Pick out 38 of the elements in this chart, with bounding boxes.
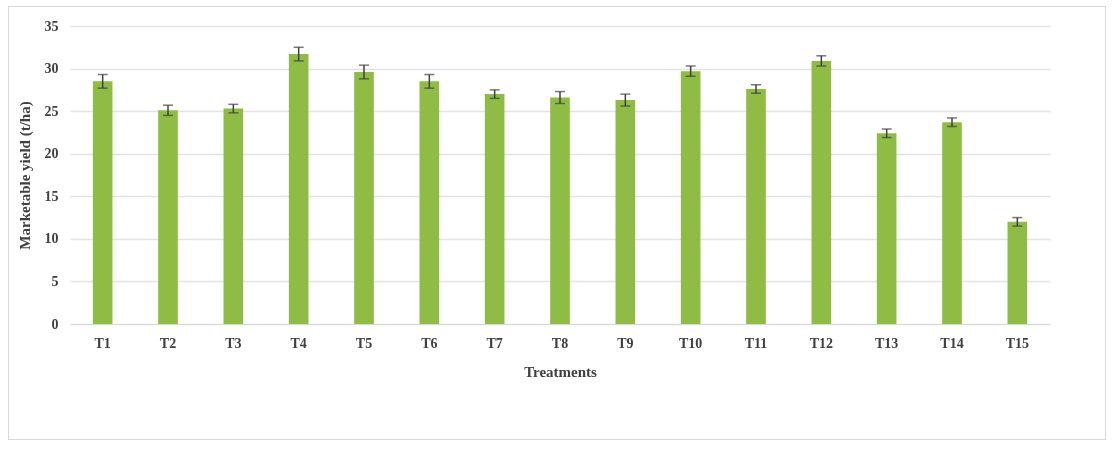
y-tick-label: 10 xyxy=(44,231,59,247)
x-tick-label: T4 xyxy=(290,335,307,351)
x-tick-label: T1 xyxy=(94,335,111,351)
x-tick-label: T8 xyxy=(551,335,569,351)
x-tick-label: T5 xyxy=(355,335,373,351)
x-tick-label: T11 xyxy=(744,335,768,351)
bar xyxy=(811,60,832,324)
x-tick-label: T6 xyxy=(421,335,438,351)
y-tick-label: 15 xyxy=(44,188,59,204)
bar xyxy=(354,71,374,324)
x-tick-label: T12 xyxy=(809,335,834,351)
y-tick-label: 5 xyxy=(51,273,59,289)
bar xyxy=(680,71,701,324)
x-tick-label: T14 xyxy=(940,335,964,351)
y-tick-label: 30 xyxy=(44,61,59,77)
x-tick-label: T3 xyxy=(225,335,242,351)
y-tick-label: 20 xyxy=(44,146,59,162)
bar xyxy=(550,97,570,324)
x-tick-label: T10 xyxy=(678,335,703,351)
y-tick-label: 25 xyxy=(44,103,59,119)
x-axis-title: Treatments xyxy=(524,363,598,380)
y-tick-label: 35 xyxy=(44,18,59,34)
bar xyxy=(158,110,178,324)
bar xyxy=(746,89,766,324)
x-tick-label: T13 xyxy=(874,335,899,351)
y-tick-label: 0 xyxy=(51,316,59,332)
bar xyxy=(876,133,897,324)
bar xyxy=(484,94,505,324)
bar xyxy=(288,54,309,324)
bar xyxy=(419,81,440,324)
x-tick-label: T9 xyxy=(617,335,634,351)
bar xyxy=(942,122,962,324)
bar xyxy=(92,81,113,324)
x-tick-label: T15 xyxy=(1005,335,1030,351)
bar xyxy=(615,100,636,324)
x-tick-label: T7 xyxy=(486,335,503,351)
y-axis-title: Marketable yield (t/ha) xyxy=(16,101,34,250)
x-tick-label: T2 xyxy=(159,335,177,351)
